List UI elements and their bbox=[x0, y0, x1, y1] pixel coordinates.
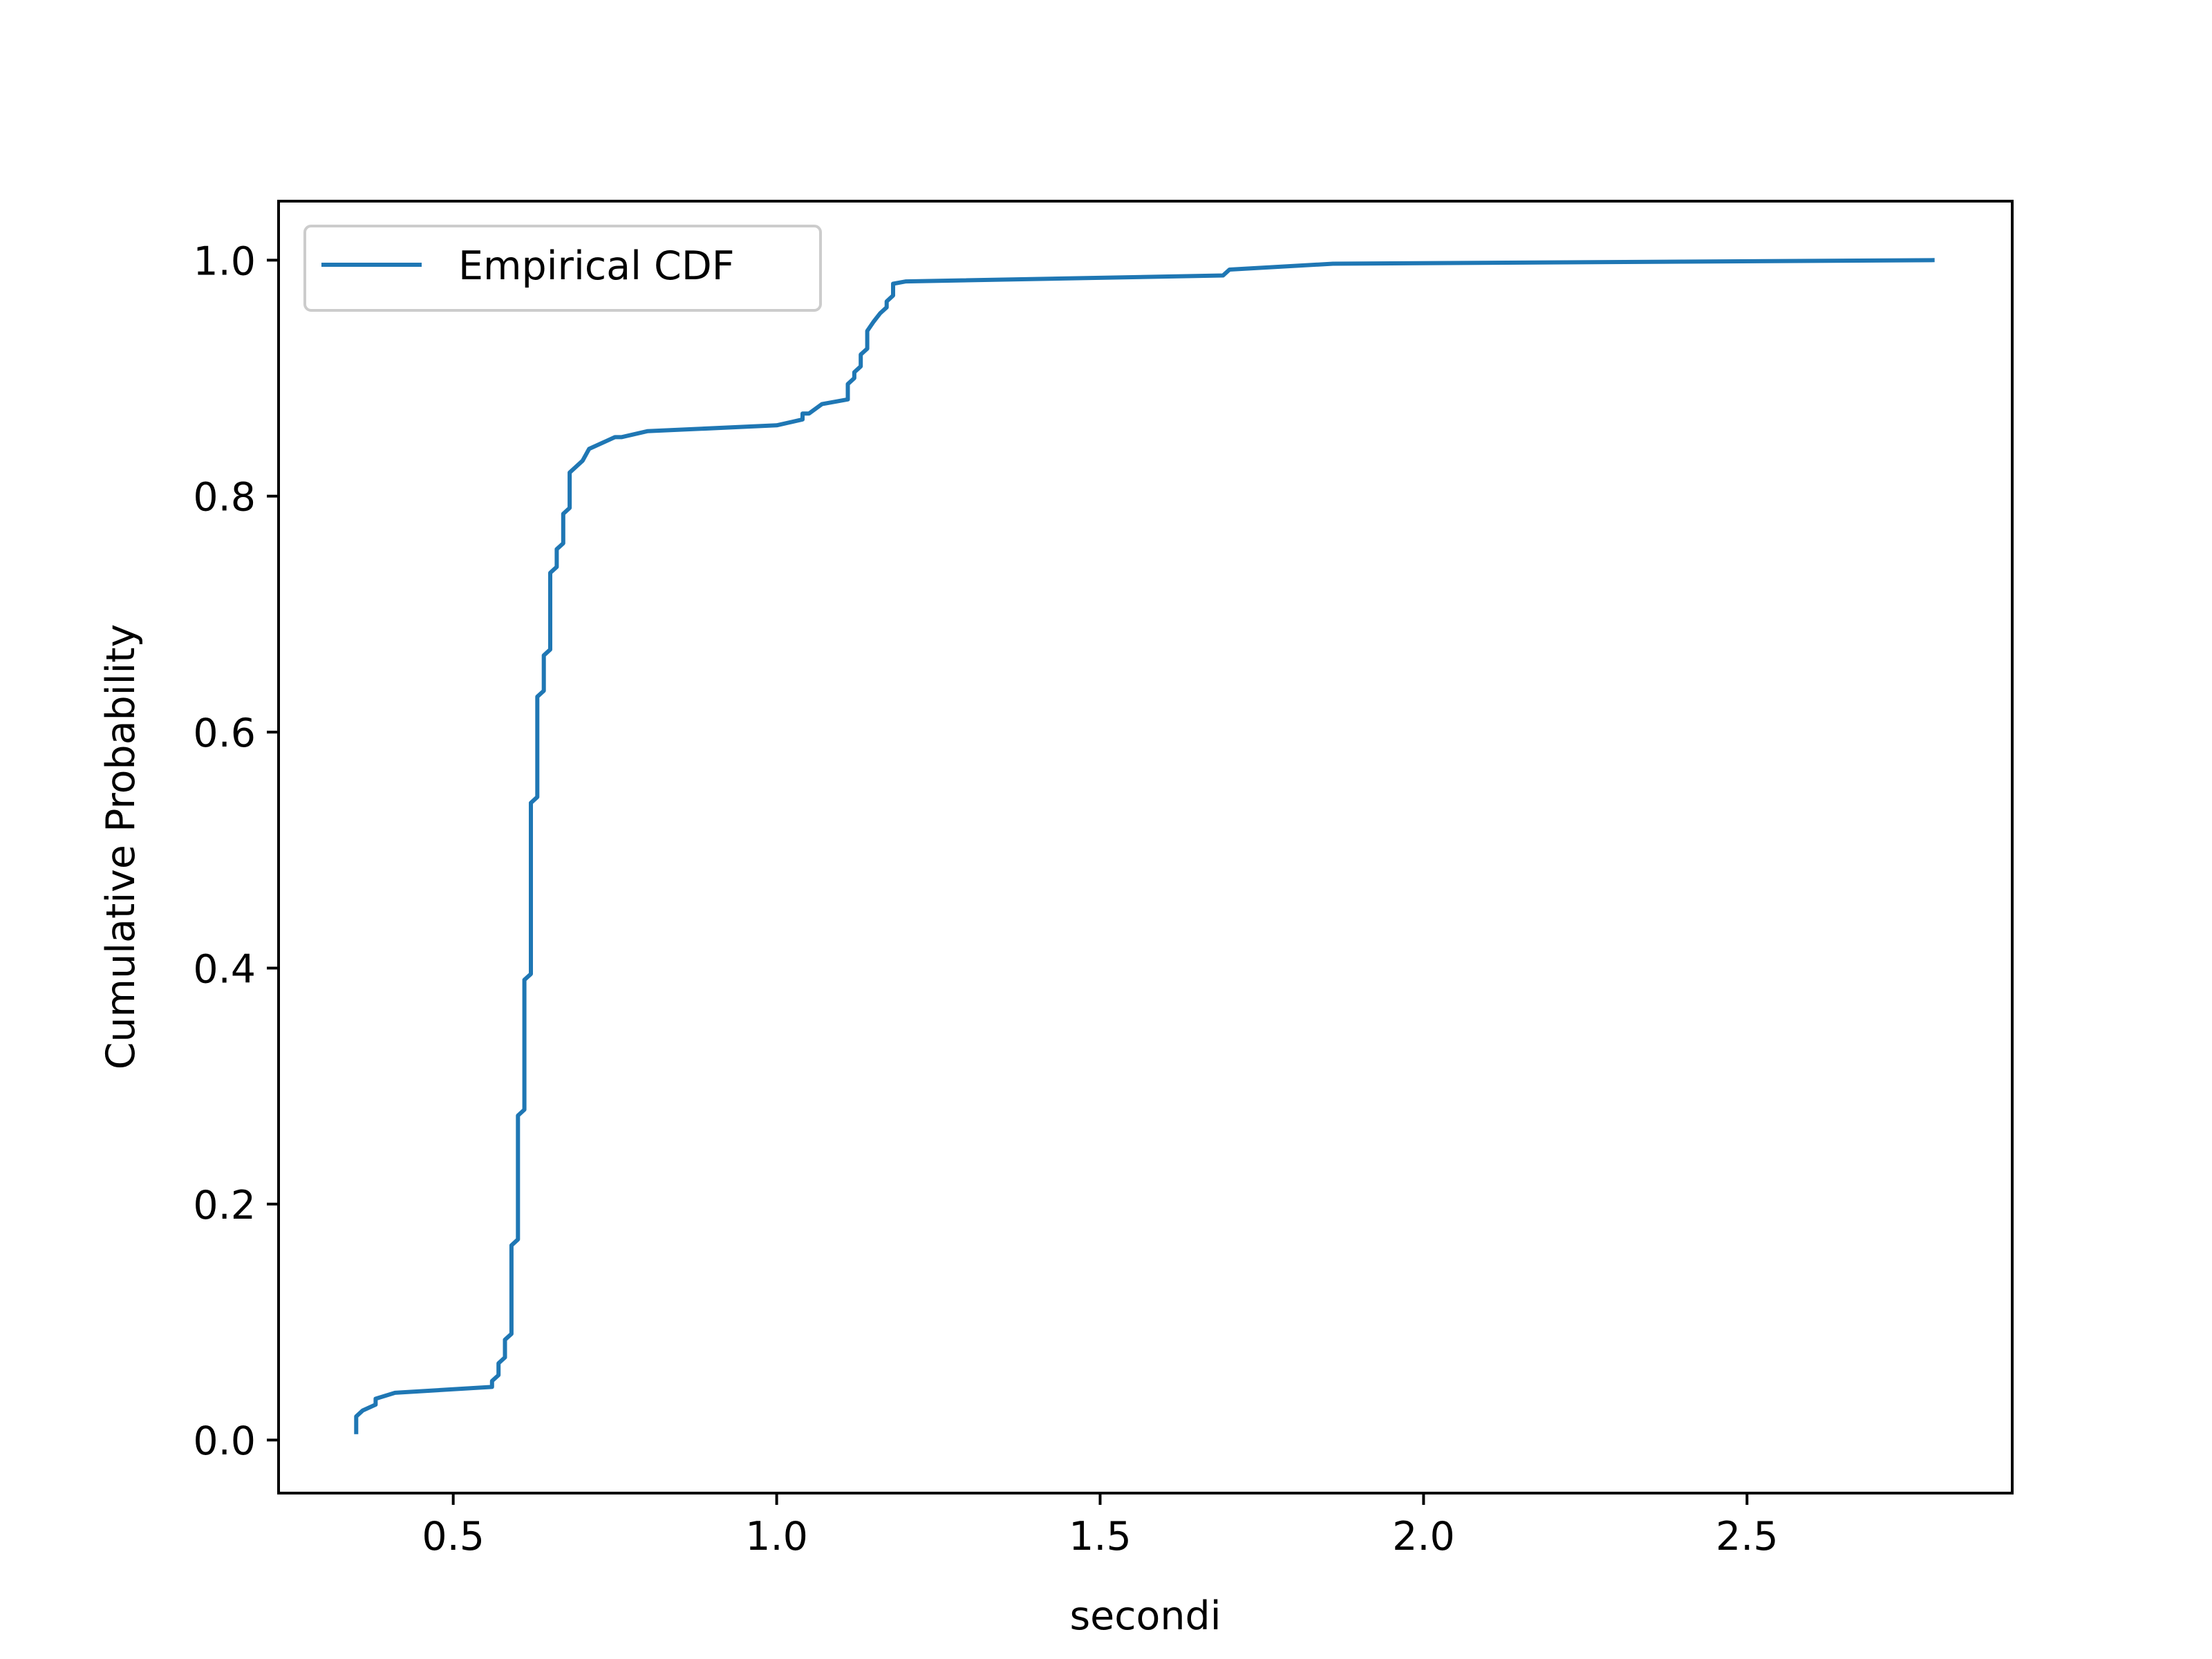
y-tick-label: 0.8 bbox=[193, 475, 256, 521]
x-tick-label: 2.5 bbox=[1716, 1514, 1779, 1559]
x-axis-label: secondi bbox=[1069, 1593, 1221, 1639]
y-tick-label: 0.4 bbox=[193, 946, 256, 992]
x-tick-label: 1.0 bbox=[745, 1514, 808, 1559]
legend-box bbox=[303, 225, 822, 312]
y-tick-label: 0.6 bbox=[193, 711, 256, 756]
x-tick-label: 2.0 bbox=[1392, 1514, 1455, 1559]
series-line-empirical-cdf bbox=[354, 258, 1935, 1434]
x-tick-label: 0.5 bbox=[422, 1514, 485, 1559]
y-tick-label: 0.2 bbox=[193, 1183, 256, 1228]
y-axis-label: Cumulative Probability bbox=[98, 624, 144, 1070]
legend-entry-label: Empirical CDF bbox=[458, 243, 735, 289]
y-tick-label: 0.0 bbox=[193, 1418, 256, 1464]
legend: Empirical CDF bbox=[303, 225, 822, 312]
plot-area bbox=[279, 201, 2012, 1493]
x-tick-label: 1.5 bbox=[1069, 1514, 1132, 1559]
y-tick-label: 1.0 bbox=[193, 238, 256, 284]
axes-frame bbox=[277, 200, 2014, 1494]
y-axis-ticks: 0.0 0.2 0.4 0.6 0.8 1.0 bbox=[193, 238, 279, 1464]
series-layer bbox=[354, 258, 1935, 1434]
x-axis-ticks: 0.5 1.0 1.5 2.0 2.5 bbox=[422, 1493, 1779, 1559]
